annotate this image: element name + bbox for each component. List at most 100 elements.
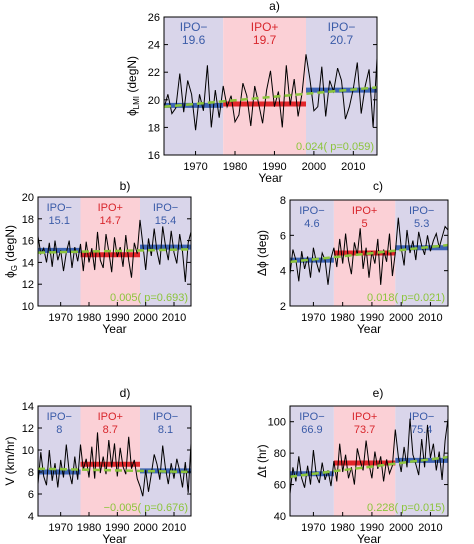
y-axis-label-main: ϕ <box>3 271 17 278</box>
plot-frame <box>37 405 192 517</box>
x-tick-label: 1990 <box>105 522 129 534</box>
y-axis-label-main: Δϕ <box>255 261 269 276</box>
x-tick-label: 2010 <box>162 522 186 534</box>
phase-mean-label: 14.7 <box>100 215 121 227</box>
panel-label: e) <box>373 386 384 400</box>
x-tick-label: 1980 <box>77 312 101 324</box>
plot-frame <box>289 199 449 307</box>
x-tick-label: 2000 <box>389 312 413 324</box>
phase-label: IPO+ <box>352 205 377 217</box>
y-tick-label: 12 <box>22 279 34 291</box>
phase-label: IPO+ <box>251 20 279 34</box>
plot-frame <box>37 196 192 307</box>
y-axis-label-main: Δt <box>255 466 269 478</box>
y-axis-label: ϕG (degN) <box>3 225 19 278</box>
y-tick-label: 16 <box>22 236 34 248</box>
x-axis-label: Year <box>258 171 282 185</box>
x-tick-label: 1990 <box>262 161 286 173</box>
panel-label: c) <box>373 179 383 193</box>
phase-label: IPO+ <box>98 202 123 214</box>
y-tick-label: 60 <box>274 480 286 492</box>
y-tick-label: 10 <box>22 301 34 313</box>
trend-label: 0.018( p=0.021) <box>367 292 445 304</box>
y-tick-label: 6 <box>28 489 34 501</box>
x-tick-label: 2010 <box>341 161 365 173</box>
phase-label: IPO+ <box>352 411 377 423</box>
x-axis-label: Year <box>357 532 381 544</box>
phase-background <box>223 17 306 155</box>
y-tick-label: 4 <box>280 266 286 278</box>
y-tick-label: 4 <box>28 511 34 523</box>
phase-background <box>290 200 334 306</box>
y-axis-label-sub: G <box>10 265 19 271</box>
y-tick-label: 40 <box>274 511 286 523</box>
y-tick-label: 24 <box>148 40 160 52</box>
x-tick-label: 2000 <box>389 522 413 534</box>
trend-label: 0.005( p=0.693) <box>110 292 188 304</box>
panel-label: a) <box>269 0 280 13</box>
phase-label: IPO− <box>299 205 324 217</box>
phase-mean-label: 66.9 <box>301 424 322 436</box>
phase-background <box>290 406 334 516</box>
phase-label: IPO− <box>153 202 178 214</box>
series-line <box>289 418 449 495</box>
y-axis-label-main: ϕ <box>125 109 139 116</box>
y-tick-label: 8 <box>280 195 286 207</box>
trend-line <box>37 248 192 254</box>
y-tick-label: 14 <box>22 257 34 269</box>
phase-label: IPO− <box>153 411 178 423</box>
phase-label: IPO− <box>328 20 356 34</box>
y-tick-label: 20 <box>148 95 160 107</box>
x-axis-label: Year <box>357 322 381 336</box>
y-axis-label-rest: (degN) <box>3 225 17 265</box>
y-tick-label: 100 <box>268 417 286 429</box>
x-tick-label: 1970 <box>48 312 72 324</box>
phase-mean-label: 19.7 <box>253 33 277 47</box>
plot-frame <box>163 16 378 156</box>
series-line <box>37 432 192 497</box>
x-tick-label: 1990 <box>360 312 384 324</box>
y-tick-label: 2 <box>280 301 286 313</box>
trend-label: 0.228( p=0.015) <box>367 502 445 514</box>
y-tick-label: 18 <box>22 214 34 226</box>
series-line <box>163 54 378 131</box>
x-tick-label: 1980 <box>223 161 247 173</box>
phase-mean-label: 75.4 <box>411 424 432 436</box>
x-tick-label: 1970 <box>183 161 207 173</box>
x-tick-label: 1970 <box>48 522 72 534</box>
panel-label: d) <box>120 386 131 400</box>
series-line <box>37 219 192 283</box>
panel-label: b) <box>120 179 131 193</box>
phase-mean-label: 8 <box>56 424 62 436</box>
trend-label: −0.005( p=0.676) <box>104 502 188 514</box>
plot-frame <box>289 405 449 517</box>
phase-mean-label: 73.7 <box>354 424 375 436</box>
x-tick-label: 1980 <box>330 522 354 534</box>
phase-mean-label: 20.7 <box>330 33 354 47</box>
x-axis-label: Year <box>102 322 126 336</box>
phase-background <box>38 406 81 516</box>
phase-mean-label: 5.3 <box>414 218 429 230</box>
phase-label: IPO− <box>180 20 208 34</box>
trend-label: 0.024( p=0.059) <box>296 141 374 153</box>
phase-mean-label: 8.7 <box>103 424 118 436</box>
y-axis-label: V (km/hr) <box>3 436 17 485</box>
phase-label: IPO− <box>299 411 324 423</box>
y-axis-label-rest: (deg) <box>255 230 269 261</box>
x-tick-label: 1970 <box>301 522 325 534</box>
phase-label: IPO− <box>47 411 72 423</box>
phase-mean-label: 5 <box>362 218 368 230</box>
trend-line <box>289 243 449 264</box>
x-tick-label: 2000 <box>302 161 326 173</box>
x-tick-label: 2000 <box>133 312 157 324</box>
y-tick-label: 18 <box>148 122 160 134</box>
x-tick-label: 2010 <box>418 522 442 534</box>
trend-line <box>163 86 378 108</box>
phase-background <box>140 406 191 516</box>
x-tick-label: 1970 <box>301 312 325 324</box>
phase-mean-label: 15.4 <box>155 215 176 227</box>
phase-background <box>395 200 448 306</box>
